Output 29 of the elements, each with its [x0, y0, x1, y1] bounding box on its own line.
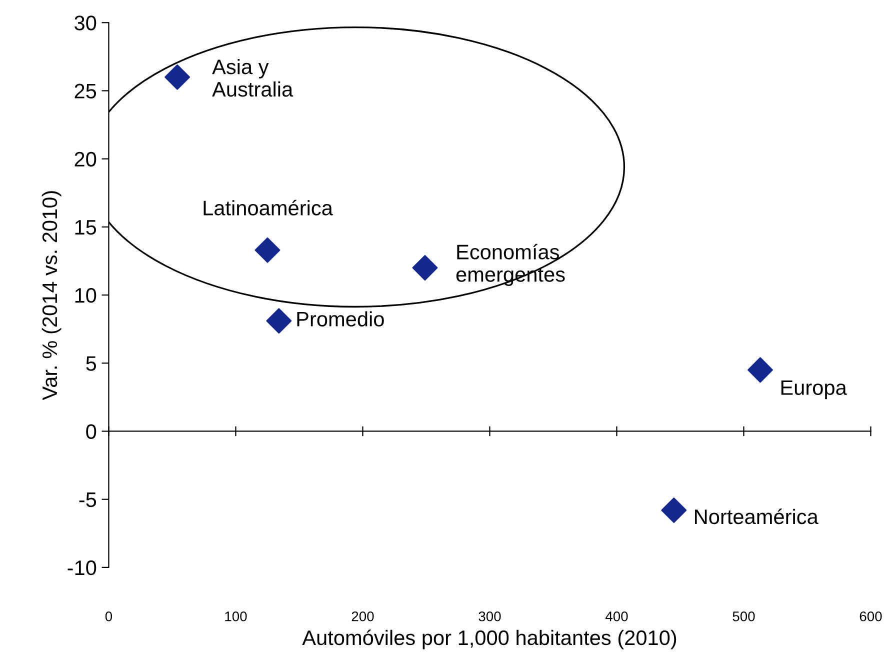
x-tick-label: 600	[860, 611, 882, 622]
point	[748, 357, 773, 383]
x-tick-label: 400	[605, 611, 628, 622]
point	[254, 237, 280, 263]
x-tick-label: 500	[732, 611, 755, 622]
y-tick-label: -10	[68, 560, 96, 576]
x-tick-label: 100	[225, 611, 247, 622]
annotation: Latinoamérica	[204, 200, 333, 216]
y-tick-label: 5	[86, 356, 96, 371]
y-tick-label: -5	[79, 492, 96, 508]
annotation: Norteamérica	[695, 508, 818, 524]
x-tick-label: 0	[105, 611, 112, 622]
y-tick-label: 25	[74, 84, 96, 98]
point	[661, 498, 687, 523]
x-axis-title: Automóviles por 1,000 habitantes (2010)	[302, 630, 676, 650]
annotation: Europa	[781, 380, 847, 400]
annotation: Promedio	[297, 311, 384, 327]
point	[412, 255, 438, 281]
y-axis-title: Var. % (2014 vs. 2010)	[42, 191, 62, 400]
y-tick-label: 10	[75, 288, 96, 303]
x-tick-label: 200	[352, 611, 374, 622]
y-tick-label: 30	[74, 16, 96, 30]
y-tick-label: 0	[86, 424, 96, 439]
y-tick-label: 15	[75, 220, 96, 235]
annotation: Asia y Australia	[212, 58, 294, 97]
y-tick-label: 20	[74, 152, 96, 167]
point	[164, 64, 190, 90]
point	[266, 308, 292, 334]
x-tick-label: 300	[478, 611, 501, 622]
